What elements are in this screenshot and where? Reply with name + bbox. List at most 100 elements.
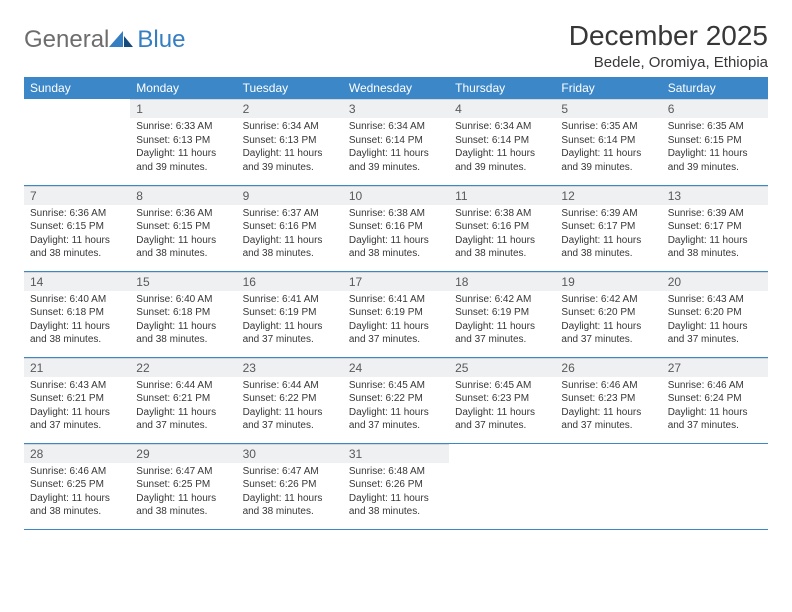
calendar-day-cell: 16Sunrise: 6:41 AMSunset: 6:19 PMDayligh…	[237, 271, 343, 357]
daylight-line: Daylight: 11 hours and 38 minutes.	[243, 234, 337, 261]
calendar-table: SundayMondayTuesdayWednesdayThursdayFrid…	[24, 77, 768, 530]
sunset-line: Sunset: 6:15 PM	[30, 220, 124, 234]
day-number: 13	[662, 186, 768, 205]
daylight-line: Daylight: 11 hours and 38 minutes.	[136, 234, 230, 261]
day-number: 26	[555, 358, 661, 377]
sunset-line: Sunset: 6:14 PM	[561, 134, 655, 148]
calendar-day-cell: 1Sunrise: 6:33 AMSunset: 6:13 PMDaylight…	[130, 99, 236, 185]
day-content: Sunrise: 6:34 AMSunset: 6:13 PMDaylight:…	[237, 118, 343, 178]
weekday-header: Sunday	[24, 77, 130, 99]
month-title: December 2025	[569, 20, 768, 52]
calendar-day-cell: 10Sunrise: 6:38 AMSunset: 6:16 PMDayligh…	[343, 185, 449, 271]
day-content: Sunrise: 6:38 AMSunset: 6:16 PMDaylight:…	[343, 205, 449, 265]
calendar-week-row: 1Sunrise: 6:33 AMSunset: 6:13 PMDaylight…	[24, 99, 768, 185]
sunrise-line: Sunrise: 6:37 AM	[243, 207, 337, 221]
day-number: 18	[449, 272, 555, 291]
day-content: Sunrise: 6:39 AMSunset: 6:17 PMDaylight:…	[555, 205, 661, 265]
sunset-line: Sunset: 6:14 PM	[349, 134, 443, 148]
calendar-day-cell: 4Sunrise: 6:34 AMSunset: 6:14 PMDaylight…	[449, 99, 555, 185]
daylight-line: Daylight: 11 hours and 37 minutes.	[561, 320, 655, 347]
day-number: 23	[237, 358, 343, 377]
title-block: December 2025 Bedele, Oromiya, Ethiopia	[569, 20, 768, 71]
sunset-line: Sunset: 6:23 PM	[561, 392, 655, 406]
day-number: 25	[449, 358, 555, 377]
calendar-day-cell: 18Sunrise: 6:42 AMSunset: 6:19 PMDayligh…	[449, 271, 555, 357]
sunrise-line: Sunrise: 6:44 AM	[136, 379, 230, 393]
daylight-line: Daylight: 11 hours and 37 minutes.	[30, 406, 124, 433]
day-number: 30	[237, 444, 343, 463]
sunrise-line: Sunrise: 6:41 AM	[349, 293, 443, 307]
sunset-line: Sunset: 6:13 PM	[243, 134, 337, 148]
calendar-day-cell: 24Sunrise: 6:45 AMSunset: 6:22 PMDayligh…	[343, 357, 449, 443]
day-number: 3	[343, 99, 449, 118]
daylight-line: Daylight: 11 hours and 39 minutes.	[243, 147, 337, 174]
calendar-week-row: 21Sunrise: 6:43 AMSunset: 6:21 PMDayligh…	[24, 357, 768, 443]
daylight-line: Daylight: 11 hours and 37 minutes.	[349, 406, 443, 433]
sunset-line: Sunset: 6:14 PM	[455, 134, 549, 148]
calendar-day-cell: 28Sunrise: 6:46 AMSunset: 6:25 PMDayligh…	[24, 443, 130, 529]
day-number: 5	[555, 99, 661, 118]
day-content: Sunrise: 6:40 AMSunset: 6:18 PMDaylight:…	[130, 291, 236, 351]
day-content: Sunrise: 6:41 AMSunset: 6:19 PMDaylight:…	[343, 291, 449, 351]
sunset-line: Sunset: 6:20 PM	[668, 306, 762, 320]
sunset-line: Sunset: 6:24 PM	[668, 392, 762, 406]
day-content: Sunrise: 6:43 AMSunset: 6:20 PMDaylight:…	[662, 291, 768, 351]
weekday-header: Tuesday	[237, 77, 343, 99]
sunrise-line: Sunrise: 6:39 AM	[561, 207, 655, 221]
calendar-day-cell	[449, 443, 555, 529]
sunset-line: Sunset: 6:15 PM	[136, 220, 230, 234]
calendar-day-cell: 5Sunrise: 6:35 AMSunset: 6:14 PMDaylight…	[555, 99, 661, 185]
weekday-header: Saturday	[662, 77, 768, 99]
sunrise-line: Sunrise: 6:35 AM	[668, 120, 762, 134]
daylight-line: Daylight: 11 hours and 39 minutes.	[349, 147, 443, 174]
day-content: Sunrise: 6:34 AMSunset: 6:14 PMDaylight:…	[449, 118, 555, 178]
day-number: 27	[662, 358, 768, 377]
calendar-day-cell: 23Sunrise: 6:44 AMSunset: 6:22 PMDayligh…	[237, 357, 343, 443]
sunset-line: Sunset: 6:19 PM	[243, 306, 337, 320]
daylight-line: Daylight: 11 hours and 38 minutes.	[349, 492, 443, 519]
day-content: Sunrise: 6:39 AMSunset: 6:17 PMDaylight:…	[662, 205, 768, 265]
sunrise-line: Sunrise: 6:40 AM	[136, 293, 230, 307]
sunrise-line: Sunrise: 6:46 AM	[561, 379, 655, 393]
sunrise-line: Sunrise: 6:45 AM	[349, 379, 443, 393]
day-number: 28	[24, 444, 130, 463]
day-content: Sunrise: 6:44 AMSunset: 6:22 PMDaylight:…	[237, 377, 343, 437]
day-content: Sunrise: 6:35 AMSunset: 6:15 PMDaylight:…	[662, 118, 768, 178]
sunrise-line: Sunrise: 6:44 AM	[243, 379, 337, 393]
calendar-day-cell: 9 Sunrise: 6:37 AMSunset: 6:16 PMDaylight…	[237, 185, 343, 271]
sunset-line: Sunset: 6:22 PM	[243, 392, 337, 406]
day-number: 9	[237, 186, 343, 205]
calendar-day-cell: 12Sunrise: 6:39 AMSunset: 6:17 PMDayligh…	[555, 185, 661, 271]
calendar-week-row: 14Sunrise: 6:40 AMSunset: 6:18 PMDayligh…	[24, 271, 768, 357]
calendar-day-cell: 27Sunrise: 6:46 AMSunset: 6:24 PMDayligh…	[662, 357, 768, 443]
day-content: Sunrise: 6:34 AMSunset: 6:14 PMDaylight:…	[343, 118, 449, 178]
calendar-day-cell: 15Sunrise: 6:40 AMSunset: 6:18 PMDayligh…	[130, 271, 236, 357]
sunrise-line: Sunrise: 6:42 AM	[561, 293, 655, 307]
sunset-line: Sunset: 6:13 PM	[136, 134, 230, 148]
sunrise-line: Sunrise: 6:43 AM	[668, 293, 762, 307]
sunrise-line: Sunrise: 6:36 AM	[136, 207, 230, 221]
daylight-line: Daylight: 11 hours and 37 minutes.	[455, 406, 549, 433]
day-content: Sunrise: 6:33 AMSunset: 6:13 PMDaylight:…	[130, 118, 236, 178]
daylight-line: Daylight: 11 hours and 37 minutes.	[349, 320, 443, 347]
day-number: 7	[24, 186, 130, 205]
sunrise-line: Sunrise: 6:34 AM	[349, 120, 443, 134]
daylight-line: Daylight: 11 hours and 38 minutes.	[136, 320, 230, 347]
calendar-day-cell: 13Sunrise: 6:39 AMSunset: 6:17 PMDayligh…	[662, 185, 768, 271]
day-number: 20	[662, 272, 768, 291]
calendar-day-cell: 14Sunrise: 6:40 AMSunset: 6:18 PMDayligh…	[24, 271, 130, 357]
day-content: Sunrise: 6:47 AMSunset: 6:25 PMDaylight:…	[130, 463, 236, 523]
calendar-day-cell: 22Sunrise: 6:44 AMSunset: 6:21 PMDayligh…	[130, 357, 236, 443]
sunrise-line: Sunrise: 6:38 AM	[455, 207, 549, 221]
day-number: 31	[343, 444, 449, 463]
calendar-day-cell: 31Sunrise: 6:48 AMSunset: 6:26 PMDayligh…	[343, 443, 449, 529]
sunset-line: Sunset: 6:16 PM	[243, 220, 337, 234]
day-content: Sunrise: 6:43 AMSunset: 6:21 PMDaylight:…	[24, 377, 130, 437]
day-number: 24	[343, 358, 449, 377]
location-text: Bedele, Oromiya, Ethiopia	[569, 54, 768, 71]
calendar-day-cell: 17Sunrise: 6:41 AMSunset: 6:19 PMDayligh…	[343, 271, 449, 357]
calendar-day-cell	[24, 99, 130, 185]
daylight-line: Daylight: 11 hours and 37 minutes.	[455, 320, 549, 347]
sunset-line: Sunset: 6:20 PM	[561, 306, 655, 320]
day-content: Sunrise: 6:46 AMSunset: 6:23 PMDaylight:…	[555, 377, 661, 437]
